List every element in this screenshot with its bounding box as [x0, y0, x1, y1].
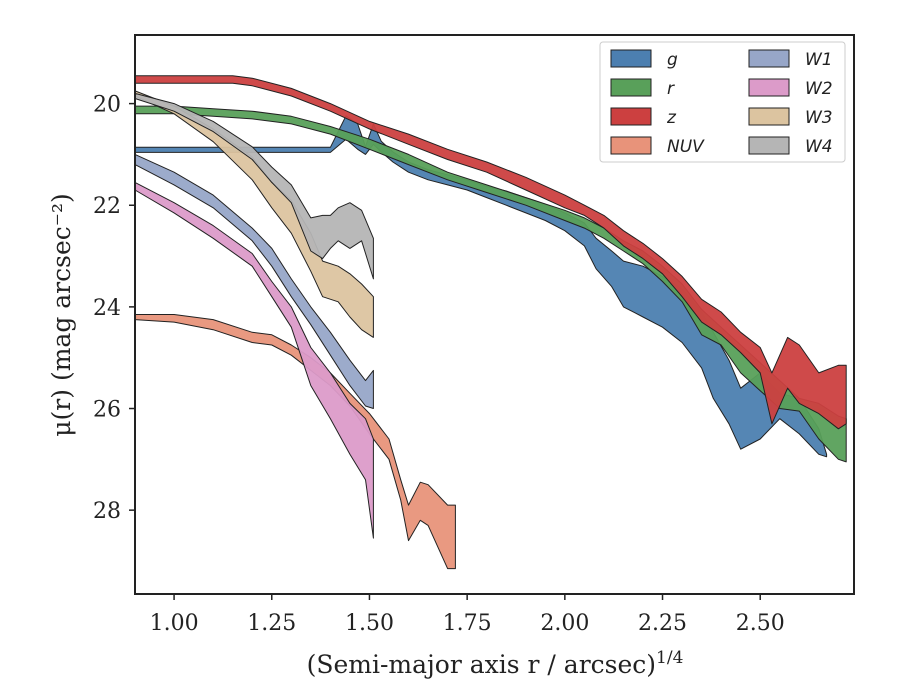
- x-tick-label: 2.25: [638, 611, 687, 636]
- legend-label-g: g: [667, 50, 678, 70]
- y-axis-ticks: 20 22 24 26 28: [93, 93, 135, 524]
- y-tick-label: 22: [93, 194, 121, 219]
- legend-swatch-w3: [748, 107, 790, 126]
- x-tick-label: 1.75: [443, 611, 492, 636]
- x-tick-label: 1.25: [247, 611, 296, 636]
- x-tick-label: 1.00: [150, 611, 199, 636]
- x-tick-label: 2.50: [736, 611, 785, 636]
- y-tick-label: 28: [93, 499, 121, 524]
- y-tick-label: 20: [93, 93, 121, 118]
- y-tick-label: 26: [93, 398, 121, 423]
- legend-swatch-w2: [748, 78, 790, 97]
- plot-frame: [134, 34, 855, 595]
- band-z: [134, 75, 847, 430]
- x-tick-label: 1.50: [345, 611, 394, 636]
- legend: grz NUV W1 W2 W3 W4: [599, 41, 846, 163]
- y-tick-label: 24: [93, 296, 121, 321]
- legend-swatch-r: [610, 78, 652, 97]
- legend-swatch-nuv: [610, 136, 652, 155]
- profile-bands: [134, 75, 847, 570]
- legend-swatch-w4: [748, 136, 790, 155]
- legend-swatch-w1: [748, 49, 790, 68]
- legend-swatch-z: [610, 107, 652, 126]
- legend-label-r: r: [667, 79, 675, 99]
- band-w4: [134, 92, 374, 280]
- band-w1: [134, 153, 374, 409]
- band-w2: [134, 181, 374, 539]
- legend-label-w1: W1: [805, 50, 833, 70]
- x-tick-label: 2.00: [540, 611, 589, 636]
- legend-swatch-g: [610, 49, 652, 68]
- band-nuv: [134, 314, 456, 570]
- legend-label-w2: W2: [805, 79, 833, 99]
- band-r: [134, 105, 847, 463]
- x-axis-ticks: 1.00 1.25 1.50 1.75 2.00 2.25 2.50: [150, 594, 785, 636]
- x-axis-label: (Semi-major axis r / arcsec)1/4: [307, 648, 684, 679]
- legend-label-w4: W4: [805, 137, 833, 157]
- legend-box: [599, 41, 846, 163]
- legend-label-z: z: [666, 108, 677, 128]
- y-axis-label: μ(r) (mag arcsec⁻²): [47, 193, 76, 436]
- legend-label-nuv: NUV: [667, 137, 705, 157]
- legend-label-w3: W3: [805, 108, 833, 128]
